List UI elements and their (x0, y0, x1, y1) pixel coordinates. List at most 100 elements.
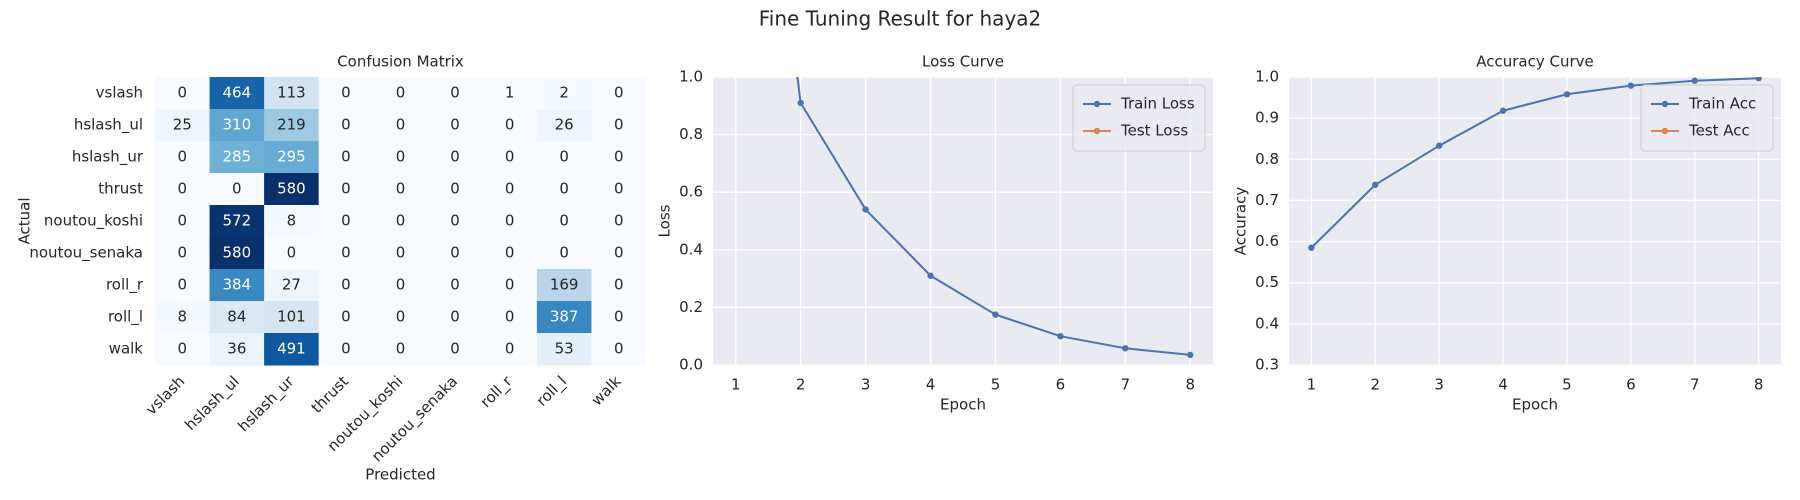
x-tick-label: 6 (1056, 376, 1066, 394)
heatmap-cell (318, 301, 374, 334)
y-tick-label: 0.6 (1255, 232, 1279, 250)
cell-label: 0 (450, 244, 460, 262)
heatmap-cell (209, 269, 265, 302)
cell-label: 384 (223, 276, 252, 294)
cell-label: 0 (559, 148, 569, 166)
heatmap-cell (373, 141, 429, 174)
point (1372, 181, 1379, 188)
heatmap-cell (373, 109, 429, 142)
cell-label: 8 (287, 212, 297, 230)
cell-label: 101 (277, 308, 306, 326)
heatmap-cell (373, 77, 429, 110)
heatmap-cell (536, 301, 592, 334)
cell-label: 0 (450, 84, 460, 102)
line (796, 77, 1191, 356)
cell-label: 0 (341, 148, 351, 166)
cell-label: 0 (396, 180, 406, 198)
cell-label: 1 (505, 84, 515, 102)
heatmap-cell (373, 237, 429, 270)
x-tick-label: 6 (1626, 376, 1636, 394)
cell-label: 0 (396, 212, 406, 230)
cell-label: 0 (341, 308, 351, 326)
y-tick-label: 1.0 (679, 68, 703, 86)
heatmap-cell (373, 205, 429, 238)
heatmap-cell (264, 205, 320, 238)
cell-label: 169 (550, 276, 579, 294)
heatmap-cell (209, 301, 265, 334)
cell-label: 0 (505, 148, 515, 166)
cell-label: 0 (396, 276, 406, 294)
heatmap-cell (318, 77, 374, 110)
heatmap-cell (209, 77, 265, 110)
point (1057, 333, 1064, 340)
chart-title: Loss Curve (922, 53, 1004, 71)
heatmap-cell (482, 301, 538, 334)
heatmap-cell (482, 173, 538, 206)
heatmap-cell (482, 269, 538, 302)
x-tick-label: thrust (308, 372, 352, 416)
cell-label: 0 (178, 180, 188, 198)
x-axis-label: Epoch (1512, 396, 1558, 414)
x-tick-label: 4 (1498, 376, 1508, 394)
x-tick-label: roll_r (477, 372, 517, 412)
heatmap-cell (536, 333, 592, 366)
x-axis-label: Predicted (365, 466, 435, 484)
chart-title: Confusion Matrix (337, 53, 464, 71)
cell-label: 0 (450, 212, 460, 230)
y-tick-label: walk (109, 340, 144, 358)
cell-label: 0 (341, 340, 351, 358)
heatmap-cell (155, 77, 211, 110)
cell-label: 285 (223, 148, 252, 166)
heatmap-cell (591, 77, 647, 110)
legend-label: Train Acc (1688, 95, 1756, 113)
y-tick-label: 0.2 (679, 298, 703, 316)
cell-label: 0 (505, 308, 515, 326)
figure-title: Fine Tuning Result for haya2 (759, 7, 1042, 31)
x-tick-label: hslash_ur (234, 372, 298, 436)
legend-label: Train Loss (1120, 95, 1195, 113)
cell-label: 387 (550, 308, 579, 326)
cell-label: 0 (396, 116, 406, 134)
legend-marker (1661, 127, 1669, 135)
heatmap-cell (155, 269, 211, 302)
heatmap-cell (264, 141, 320, 174)
cell-label: 0 (614, 340, 624, 358)
heatmap-cell (155, 205, 211, 238)
x-tick-label: 4 (926, 376, 936, 394)
cell-label: 580 (277, 180, 306, 198)
heatmap-cell (209, 109, 265, 142)
cell-label: 0 (341, 84, 351, 102)
cell-label: 464 (223, 84, 252, 102)
y-tick-label: 0.4 (1255, 314, 1279, 332)
heatmap-cell (591, 269, 647, 302)
cell-label: 0 (396, 148, 406, 166)
point (1499, 107, 1507, 114)
y-tick-label: 0.6 (679, 183, 703, 201)
x-tick-label: hslash_ul (181, 372, 243, 434)
heatmap-cell (591, 301, 647, 334)
legend-label: Test Acc (1688, 122, 1750, 140)
cell-label: 0 (614, 244, 624, 262)
point (1755, 77, 1762, 82)
heatmap-cell (427, 141, 483, 174)
heatmap-cell (482, 333, 538, 366)
cell-label: 84 (227, 308, 246, 326)
cell-label: 0 (559, 212, 569, 230)
legend-marker (1093, 127, 1101, 135)
cell-label: 0 (178, 212, 188, 230)
heatmap-cell (591, 237, 647, 270)
heatmap-cell (591, 173, 647, 206)
heatmap-cell (373, 269, 429, 302)
cell-label: 0 (287, 244, 297, 262)
point (862, 206, 869, 213)
heatmap-cell (536, 77, 592, 110)
point (1563, 91, 1571, 98)
point (1435, 142, 1443, 149)
cell-label: 0 (341, 212, 351, 230)
line (1310, 77, 1759, 249)
x-tick-label: 2 (1370, 376, 1380, 394)
x-tick-label: 1 (731, 376, 741, 394)
cell-label: 0 (559, 244, 569, 262)
cell-label: 0 (396, 84, 406, 102)
